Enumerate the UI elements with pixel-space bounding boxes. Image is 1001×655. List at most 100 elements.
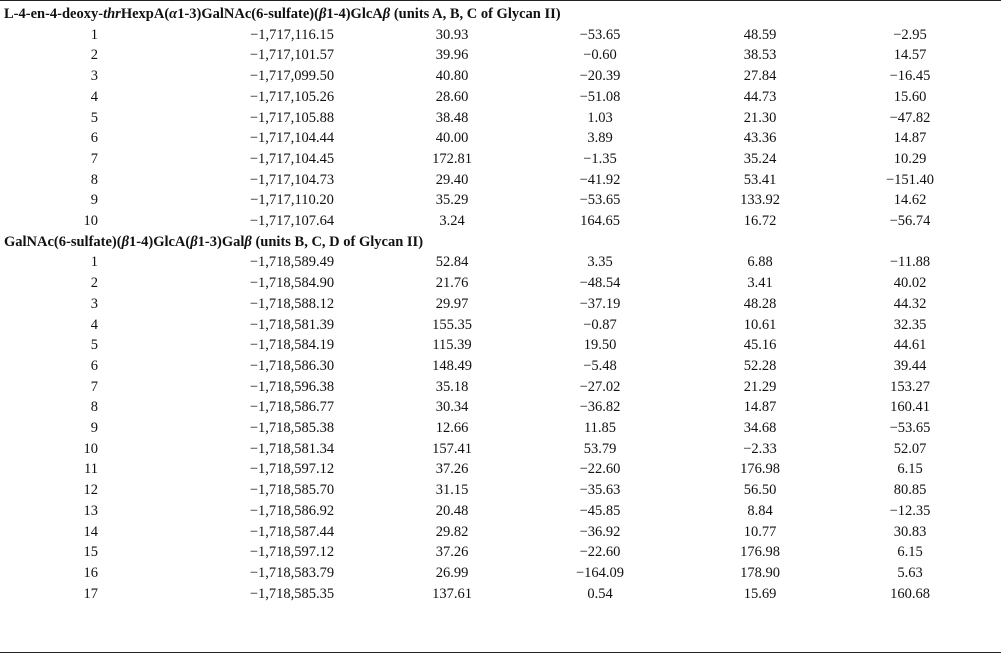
value-cell: 39.96	[435, 47, 469, 64]
table-row: 16 −1,718,583.79 26.99 −164.09 178.90 5.63	[0, 563, 1001, 583]
value-cell: −12.35	[889, 502, 931, 519]
value-cell: −1,718,586.77	[249, 399, 335, 416]
value-cell: 164.65	[580, 213, 620, 229]
table-bottom-rule	[0, 652, 1001, 653]
value-cell: 34.68	[743, 420, 777, 436]
value-cell: −1,717,110.20	[250, 192, 334, 209]
value-cell: 37.26	[435, 461, 469, 478]
value-cell: 178.90	[740, 564, 780, 581]
value-cell: 10.77	[743, 523, 777, 540]
value-cell: −0.87	[583, 316, 617, 333]
value-cell: 30.93	[435, 26, 469, 43]
value-cell: 29.97	[435, 295, 469, 312]
value-cell: 10.61	[743, 316, 777, 333]
value-cell: −36.82	[579, 399, 621, 416]
value-cell: 48.59	[743, 26, 777, 43]
value-cell: 21.29	[743, 378, 777, 395]
table-row: 14 −1,718,587.44 29.82 −36.92 10.77 30.83	[0, 522, 1001, 542]
value-cell: 37.26	[435, 544, 469, 561]
value-cell: 40.00	[435, 130, 469, 147]
value-cell: 1.03	[587, 109, 613, 126]
row-index-cell: 11	[84, 461, 98, 478]
value-cell: 28.60	[435, 88, 469, 105]
value-cell: −5.48	[583, 357, 617, 374]
row-index-cell: 2	[90, 47, 98, 64]
value-cell: −1,718,585.35	[249, 585, 335, 602]
section-title-part: (units A, B, C of Glycan II)	[390, 6, 561, 22]
value-cell: −1,717,104.73	[249, 171, 335, 188]
table-row: 9 −1,717,110.20 35.29 −53.65 133.92 14.62	[0, 190, 1001, 210]
table-row: 7 −1,717,104.45 172.81 −1.35 35.24 10.29	[0, 149, 1001, 169]
value-cell: 14.62	[893, 192, 927, 209]
table-row: 8 −1,718,586.77 30.34 −36.82 14.87 160.41	[0, 397, 1001, 417]
value-cell: −53.65	[579, 192, 621, 209]
table-row: 6 −1,718,586.30 148.49 −5.48 52.28 39.44	[0, 356, 1001, 376]
value-cell: 21.30	[743, 109, 777, 126]
value-cell: −1,718,587.44	[249, 523, 335, 540]
section-title-part: β	[382, 6, 391, 22]
value-cell: 160.68	[890, 585, 930, 602]
table-row: 8 −1,717,104.73 29.40 −41.92 53.41 −151.40	[0, 170, 1001, 190]
section-title-part: 1-4)GlcA	[326, 6, 383, 22]
value-cell: 80.85	[893, 482, 927, 499]
table-row: 2 −1,718,584.90 21.76 −48.54 3.41 40.02	[0, 273, 1001, 293]
value-cell: 176.98	[740, 461, 780, 478]
section-title-part: 1-3)GalNAc(6-sulfate)(	[177, 6, 319, 22]
row-index-cell: 9	[90, 420, 98, 436]
value-cell: 52.84	[435, 254, 469, 271]
row-index-cell: 7	[90, 150, 98, 167]
value-cell: 44.32	[893, 295, 927, 312]
value-cell: 137.61	[432, 585, 472, 602]
row-index-cell: 3	[90, 295, 98, 312]
value-cell: 3.41	[747, 275, 773, 292]
row-index-cell: 12	[83, 482, 99, 499]
value-cell: 19.50	[583, 337, 617, 354]
section-title-part: thr	[103, 6, 121, 22]
value-cell: 3.24	[439, 213, 465, 229]
row-index-cell: 6	[90, 130, 98, 147]
value-cell: 48.28	[743, 295, 777, 312]
value-cell: 160.41	[890, 399, 930, 416]
value-cell: 32.35	[893, 316, 927, 333]
value-cell: −1,718,586.30	[249, 357, 335, 374]
row-index-cell: 13	[83, 502, 99, 519]
value-cell: 27.84	[743, 68, 777, 85]
value-cell: 30.83	[893, 523, 927, 540]
value-cell: 15.69	[743, 585, 777, 602]
value-cell: 53.79	[583, 440, 617, 457]
value-cell: 5.63	[897, 564, 923, 581]
value-cell: 14.87	[743, 399, 777, 416]
value-cell: 44.61	[893, 337, 927, 354]
value-cell: −35.63	[579, 482, 621, 499]
value-cell: 30.34	[435, 399, 469, 416]
value-cell: 52.07	[893, 440, 927, 457]
table-row: 17 −1,718,585.35 137.61 0.54 15.69 160.68	[0, 584, 1001, 604]
value-cell: 40.80	[435, 68, 469, 85]
section-title-part: 1-4)GlcA(	[129, 233, 191, 250]
section-title-part: 1-3)Gal	[197, 233, 245, 250]
table-row: 12 −1,718,585.70 31.15 −35.63 56.50 80.85	[0, 480, 1001, 500]
section-title-part: GalNAc(6-sulfate)(	[4, 233, 122, 250]
value-cell: −56.74	[889, 213, 931, 229]
value-cell: −1,718,588.12	[249, 295, 335, 312]
value-cell: 29.40	[435, 171, 469, 188]
value-cell: 155.35	[432, 316, 472, 333]
row-index-cell: 8	[90, 399, 98, 416]
value-cell: 44.73	[743, 88, 777, 105]
value-cell: 172.81	[432, 150, 472, 167]
table-row: 5 −1,718,584.19 115.39 19.50 45.16 44.61	[0, 335, 1001, 355]
value-cell: 35.18	[435, 378, 469, 395]
row-index-cell: 10	[83, 213, 99, 229]
row-index-cell: 17	[83, 585, 99, 602]
value-cell: 35.29	[435, 192, 469, 209]
value-cell: −1,717,104.45	[249, 150, 335, 167]
table-row: 10 −1,718,581.34 157.41 53.79 −2.33 52.07	[0, 439, 1001, 459]
value-cell: −53.65	[889, 420, 931, 436]
value-cell: −22.60	[579, 544, 621, 561]
table-row: 13 −1,718,586.92 20.48 −45.85 8.84 −12.35	[0, 501, 1001, 521]
value-cell: −1,718,586.92	[249, 502, 335, 519]
value-cell: 16.72	[743, 213, 777, 229]
value-cell: 115.39	[432, 337, 472, 354]
table-row: 6 −1,717,104.44 40.00 3.89 43.36 14.87	[0, 128, 1001, 148]
value-cell: −11.88	[889, 254, 931, 271]
